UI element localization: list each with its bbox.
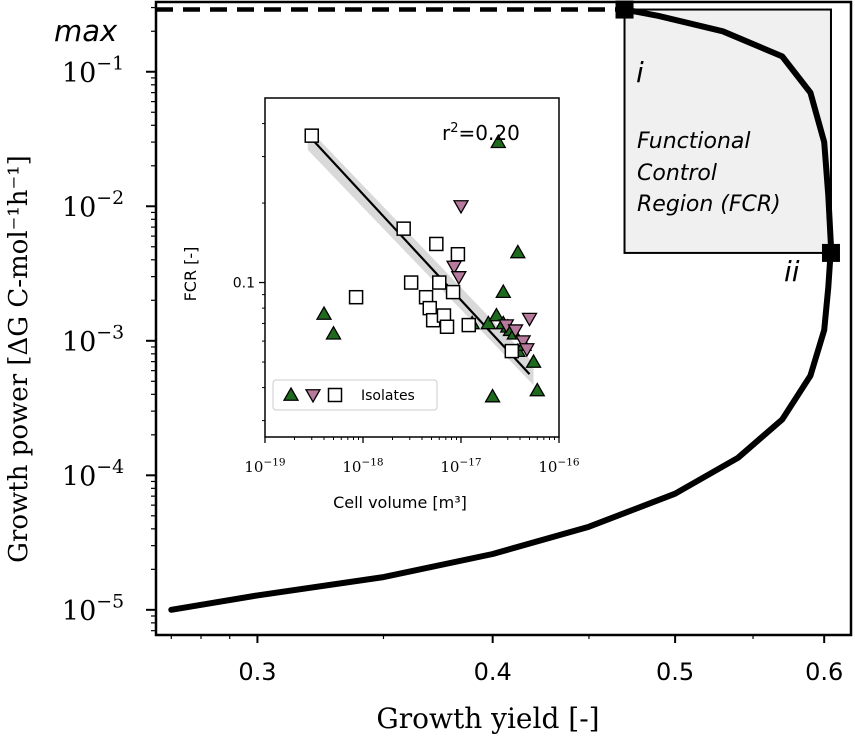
main-x-axis-label: Growth yield [-] <box>376 702 599 735</box>
inset-x-tick-label-exponent: −17 <box>459 456 481 468</box>
inset-x-tick-label: 10−17 <box>440 456 481 476</box>
inset-x-tick-label-base: 10 <box>342 458 361 476</box>
main-y-tick-label-exponent: −4 <box>96 456 124 478</box>
curve-marker-ii <box>822 244 840 262</box>
region-label-line-3: Region (FCR) <box>637 192 781 217</box>
max-label: max <box>54 14 118 48</box>
square-point <box>441 320 454 333</box>
square-point <box>397 222 410 235</box>
region-label-line-1: Functional <box>637 129 750 154</box>
main-y-tick-label: 10−3 <box>62 322 124 358</box>
inset-y-axis-label: FCR [-] <box>181 247 200 302</box>
main-y-tick-label-base: 10 <box>62 596 96 627</box>
main-y-tick-label: 10−2 <box>62 187 124 223</box>
inset-x-tick-label-exponent: −18 <box>361 456 383 468</box>
inset-x-tick-label-base: 10 <box>244 458 263 476</box>
main-y-tick-label: 10−1 <box>62 53 124 89</box>
inset-x-tick-label: 10−18 <box>342 456 383 476</box>
inset-legend: Isolates <box>273 380 437 410</box>
marker-i-label: i <box>636 56 644 89</box>
main-y-tick-label: 10−5 <box>62 591 124 627</box>
inset-x-tick-label-exponent: −16 <box>557 456 579 468</box>
square-point <box>305 129 318 142</box>
inset-x-axis: 10−19 10−18 10−17 10−16 <box>244 437 580 476</box>
main-x-axis: 0.3 0.4 0.5 0.6 <box>171 635 843 686</box>
inset-x-axis-label: Cell volume [m³] <box>333 493 467 512</box>
inset-x-tick-label: 10−19 <box>244 456 285 476</box>
inset-x-tick-label: 10−16 <box>538 456 580 476</box>
main-y-tick-label-base: 10 <box>62 192 96 223</box>
square-point <box>451 248 464 261</box>
square-point <box>405 276 418 289</box>
square-point <box>505 345 518 358</box>
legend-square <box>329 389 342 402</box>
inset-chart: 10−19 10−18 10−17 10−16 0.1 r2=0.20 Cell vo… <box>181 98 580 512</box>
main-y-tick-label-exponent: −1 <box>96 53 124 75</box>
inset-y-tick-label: 0.1 <box>233 276 255 292</box>
r2-value: =0.20 <box>459 121 520 145</box>
square-point <box>423 302 436 315</box>
r2-superscript: 2 <box>450 121 458 136</box>
square-point <box>430 237 443 250</box>
region-label-line-2: Control <box>637 161 717 186</box>
legend-markers <box>284 388 342 402</box>
square-point <box>350 291 363 304</box>
inset-x-tick-label-exponent: −19 <box>263 456 285 468</box>
square-point <box>433 276 446 289</box>
main-y-tick-label-base: 10 <box>62 327 96 358</box>
main-x-tick-label: 0.5 <box>656 658 694 686</box>
main-y-axis-label: Growth power [ΔG C-mol⁻¹h⁻¹] <box>4 155 34 563</box>
main-y-tick-label-base: 10 <box>62 58 96 89</box>
main-y-tick-label-base: 10 <box>62 461 96 492</box>
inset-x-tick-label-base: 10 <box>538 458 557 476</box>
square-point <box>462 319 475 332</box>
main-y-tick-label-exponent: −5 <box>96 591 124 613</box>
main-x-tick-label: 0.4 <box>474 658 512 686</box>
main-x-tick-label: 0.6 <box>805 658 843 686</box>
square-point <box>447 286 460 299</box>
main-y-tick-label: 10−4 <box>62 456 124 492</box>
main-y-tick-label-exponent: −2 <box>96 187 124 209</box>
inset-x-tick-label-base: 10 <box>440 458 459 476</box>
inset-y-axis: 0.1 <box>233 124 265 421</box>
legend-label: Isolates <box>361 388 415 404</box>
main-y-tick-label-exponent: −3 <box>96 322 124 344</box>
main-x-tick-label: 0.3 <box>238 658 276 686</box>
main-y-axis: 10−510−410−310−210−1 <box>62 8 156 631</box>
marker-ii-label: ii <box>784 255 800 288</box>
